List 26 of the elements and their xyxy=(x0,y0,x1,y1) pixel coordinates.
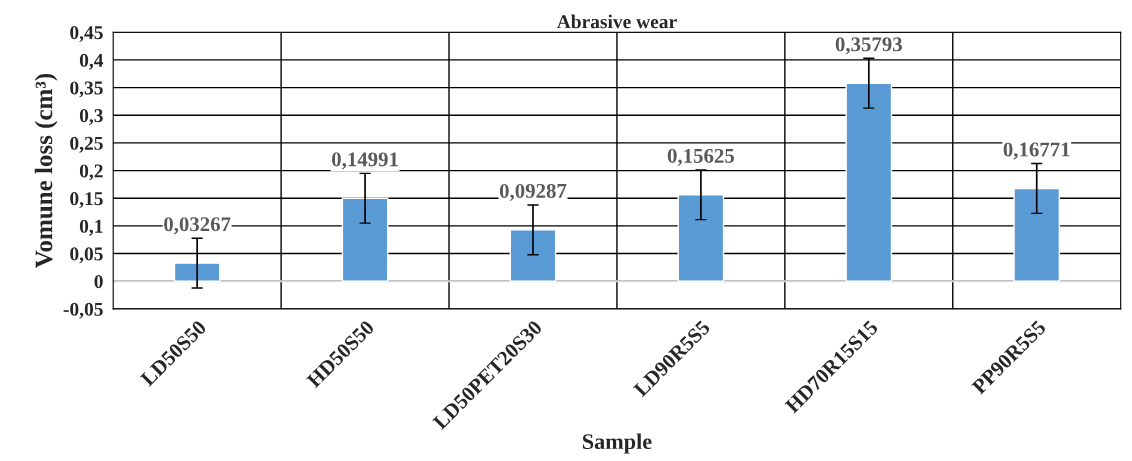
y-tick-label: 0,25 xyxy=(70,136,103,153)
y-tick-label: 0,45 xyxy=(70,26,103,43)
bar xyxy=(845,82,893,282)
bar xyxy=(341,197,389,282)
bar xyxy=(677,194,725,282)
data-label: 0,15625 xyxy=(667,148,734,166)
y-tick-label: 0,35 xyxy=(70,81,103,98)
x-axis-title: Sample xyxy=(582,433,652,454)
y-tick-label: 0,1 xyxy=(79,219,103,236)
data-label: 0,09287 xyxy=(499,183,567,201)
bar xyxy=(173,262,221,282)
chart-title: Abrasive wear xyxy=(556,14,677,29)
y-tick-label: 0,3 xyxy=(79,109,103,126)
bar xyxy=(1013,187,1061,282)
data-label: 0,16771 xyxy=(1003,142,1070,160)
y-tick-label: 0,15 xyxy=(70,192,103,208)
bar xyxy=(509,229,557,282)
y-tick-label: 0,4 xyxy=(79,53,104,70)
y-tick-label: -0,05 xyxy=(63,302,103,319)
data-label: 0,35793 xyxy=(835,37,902,55)
data-label: 0,14991 xyxy=(332,152,398,170)
y-tick-label: 0,2 xyxy=(79,164,103,181)
y-tick-label: 0 xyxy=(94,275,103,289)
data-label: 0,03267 xyxy=(164,217,231,235)
y-axis-title: Vomune loss (cm³) xyxy=(34,73,58,269)
y-tick-label: 0,05 xyxy=(70,247,103,264)
